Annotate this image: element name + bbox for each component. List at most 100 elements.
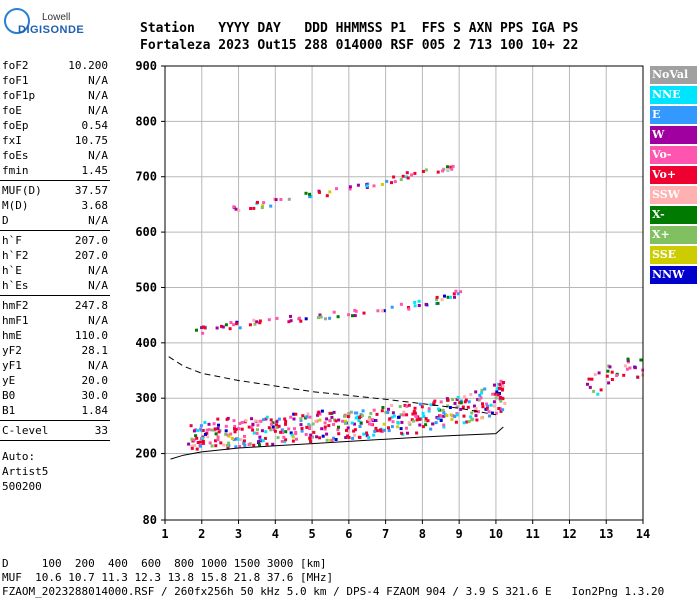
echo-point bbox=[463, 400, 467, 404]
echo-point bbox=[294, 412, 298, 416]
profile-curves bbox=[168, 356, 504, 460]
echo-point bbox=[436, 417, 440, 421]
param-value: 10.200 bbox=[68, 59, 108, 72]
param-row: foF1 N/A bbox=[0, 73, 110, 88]
param-value: 20.0 bbox=[81, 374, 109, 387]
echo-point bbox=[392, 414, 396, 418]
echo-point bbox=[327, 424, 331, 428]
echo-point bbox=[252, 431, 256, 435]
echo-point bbox=[384, 410, 388, 414]
echo-point bbox=[257, 440, 261, 443]
echo-point bbox=[369, 411, 373, 415]
y-tick-label: 700 bbox=[135, 170, 157, 184]
echo-point bbox=[490, 411, 494, 415]
echo-point bbox=[201, 441, 205, 445]
profile-dashed-line bbox=[168, 356, 496, 416]
echo-point bbox=[263, 437, 267, 440]
echo-point bbox=[493, 383, 496, 387]
echo-point bbox=[590, 377, 594, 381]
param-name: B1 bbox=[2, 404, 16, 417]
echo-point bbox=[449, 295, 452, 299]
echo-point bbox=[382, 309, 386, 313]
echo-point bbox=[396, 421, 400, 425]
echo-point bbox=[413, 406, 417, 410]
echo-point bbox=[353, 433, 357, 437]
echo-point bbox=[308, 424, 312, 428]
echo-point bbox=[500, 388, 504, 392]
param-value: N/A bbox=[88, 279, 108, 292]
echo-point bbox=[271, 421, 275, 425]
echo-point bbox=[418, 423, 422, 427]
echo-point bbox=[344, 436, 348, 439]
echo-point bbox=[207, 422, 211, 426]
echo-point bbox=[318, 418, 322, 422]
echo-point bbox=[588, 385, 592, 389]
echo-point bbox=[308, 192, 312, 196]
echo-point bbox=[622, 373, 626, 377]
echo-point bbox=[309, 440, 313, 443]
param-separator bbox=[0, 295, 110, 296]
echo-point bbox=[356, 183, 360, 187]
echo-point bbox=[325, 194, 329, 198]
echo-point bbox=[201, 429, 205, 432]
plot-frame bbox=[164, 65, 644, 521]
echo-point bbox=[210, 428, 214, 432]
echo-point bbox=[299, 417, 303, 421]
echo-point bbox=[424, 417, 428, 421]
echo-point bbox=[439, 400, 443, 404]
param-row: B0 30.0 bbox=[0, 388, 110, 403]
echo-point bbox=[628, 366, 632, 370]
echo-point bbox=[252, 443, 256, 447]
echo-point bbox=[271, 425, 275, 429]
echo-point bbox=[390, 181, 393, 185]
echo-point bbox=[193, 444, 197, 447]
param-name: yF2 bbox=[2, 344, 22, 357]
echo-point bbox=[308, 427, 311, 430]
echo-point bbox=[346, 434, 350, 438]
echo-point bbox=[461, 405, 465, 409]
echo-point bbox=[462, 421, 466, 425]
echo-point bbox=[232, 438, 236, 442]
param-row: h`E N/A bbox=[0, 263, 110, 278]
echo-point bbox=[196, 429, 200, 432]
echo-point bbox=[400, 420, 404, 424]
echo-point bbox=[325, 438, 329, 442]
echo-point bbox=[256, 423, 260, 427]
param-row: h`Es N/A bbox=[0, 278, 110, 293]
echo-point bbox=[231, 437, 234, 440]
param-name: foF1 bbox=[2, 74, 29, 87]
echo-point bbox=[407, 421, 411, 425]
param-row: MUF(D) 37.57 bbox=[0, 183, 110, 198]
echo-point bbox=[446, 165, 449, 169]
echo-point bbox=[455, 405, 459, 409]
echo-point bbox=[605, 374, 609, 378]
echo-point bbox=[251, 428, 255, 432]
echo-point bbox=[290, 433, 294, 437]
echo-point bbox=[237, 209, 241, 213]
echo-point bbox=[253, 322, 257, 326]
echo-point bbox=[355, 411, 359, 415]
echo-point bbox=[199, 424, 203, 428]
x-tick-label: 13 bbox=[599, 527, 613, 541]
echo-point bbox=[365, 431, 369, 435]
echo-point bbox=[287, 427, 291, 431]
echo-point bbox=[272, 428, 276, 432]
echo-point bbox=[325, 417, 329, 421]
echo-point bbox=[449, 413, 453, 417]
echo-point bbox=[258, 321, 262, 325]
echo-point bbox=[247, 443, 251, 447]
x-tick-label: 6 bbox=[345, 527, 352, 541]
echo-point bbox=[449, 165, 453, 169]
echo-point bbox=[367, 418, 371, 422]
logo-line2: DIGISONDE bbox=[18, 24, 85, 36]
echo-point bbox=[358, 435, 362, 439]
echo-point bbox=[406, 431, 409, 435]
param-row: fmin 1.45 bbox=[0, 163, 110, 178]
echo-point bbox=[244, 419, 248, 423]
echo-point bbox=[269, 428, 273, 432]
param-name: foEp bbox=[2, 119, 29, 132]
echo-point bbox=[499, 379, 503, 383]
echo-point bbox=[314, 420, 318, 423]
echo-point bbox=[494, 411, 498, 415]
echo-point bbox=[502, 381, 505, 384]
